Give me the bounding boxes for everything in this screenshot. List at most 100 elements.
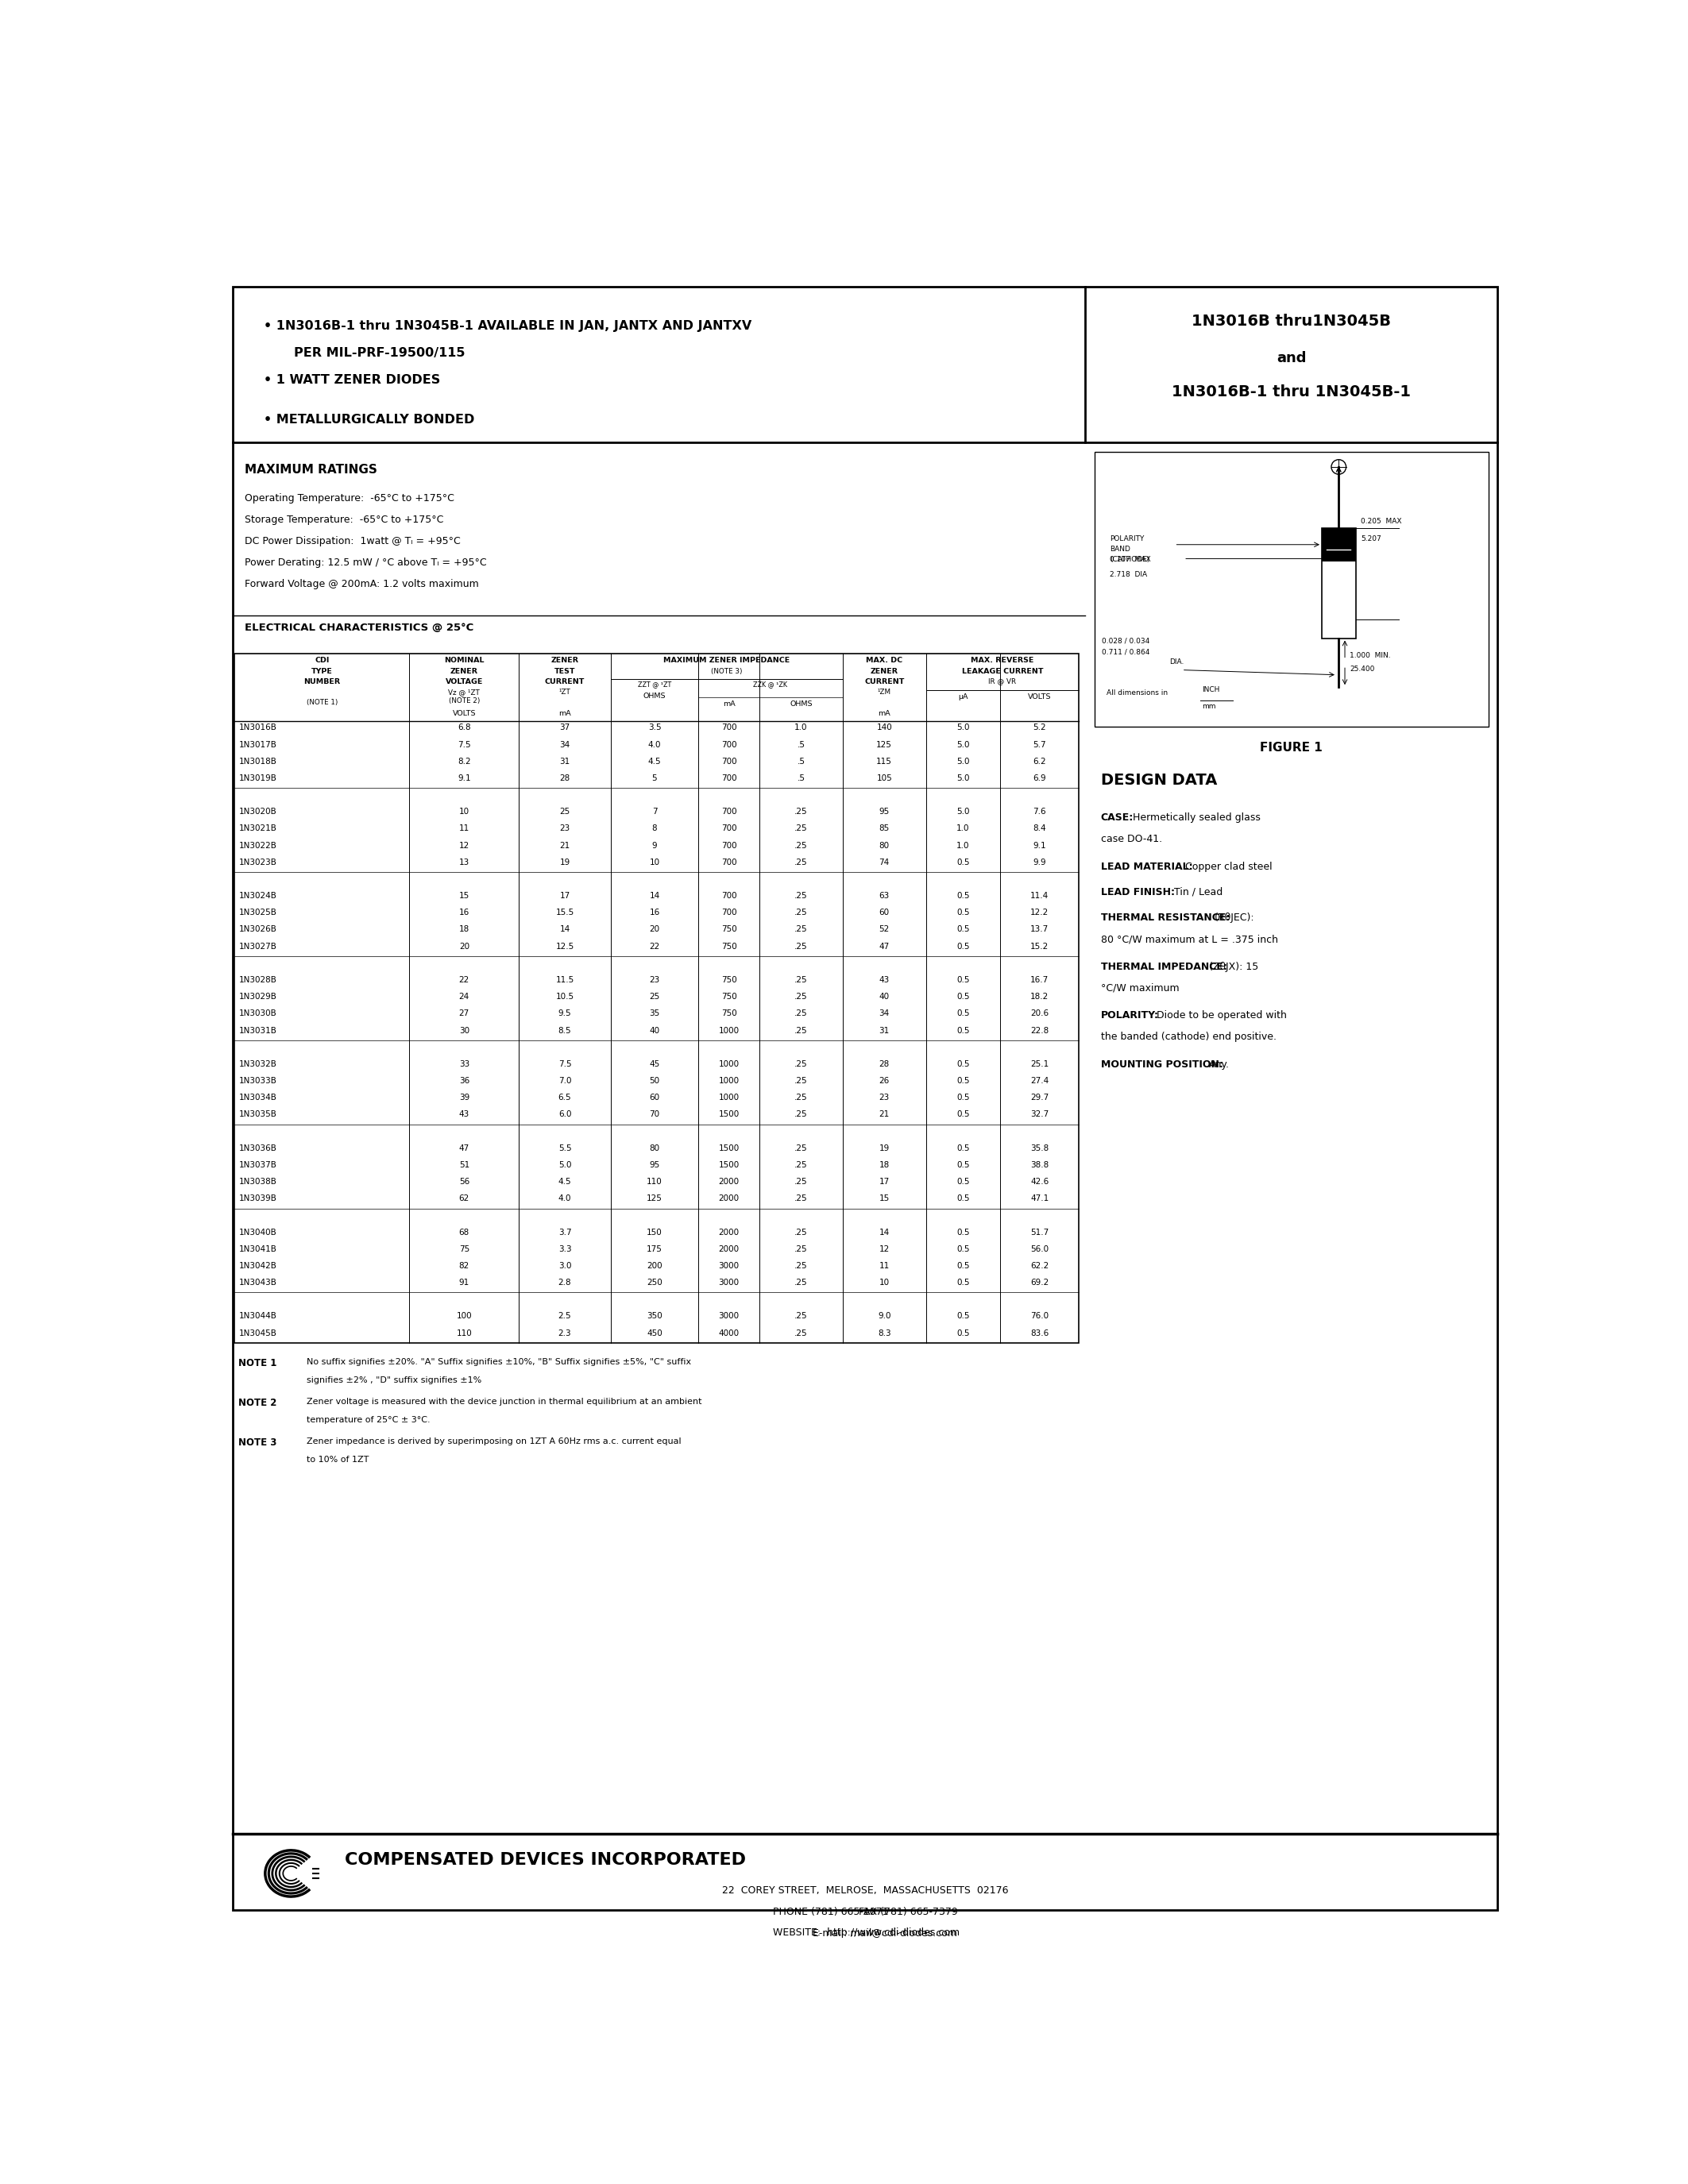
Text: .25: .25	[795, 1077, 809, 1085]
Text: 13: 13	[459, 858, 469, 867]
Text: Storage Temperature:  -65°C to +175°C: Storage Temperature: -65°C to +175°C	[245, 515, 444, 524]
Text: 750: 750	[721, 1009, 736, 1018]
Text: 6.2: 6.2	[1033, 758, 1047, 764]
Text: 34: 34	[559, 740, 571, 749]
Text: (NOTE 3): (NOTE 3)	[711, 668, 743, 675]
Text: 1N3031B: 1N3031B	[240, 1026, 277, 1035]
Text: 14: 14	[879, 1227, 890, 1236]
Text: 9.9: 9.9	[1033, 858, 1047, 867]
Text: 4.0: 4.0	[648, 740, 662, 749]
Text: 1N3017B: 1N3017B	[240, 740, 277, 749]
Text: All dimensions in: All dimensions in	[1107, 690, 1168, 697]
Text: 22  COREY STREET,  MELROSE,  MASSACHUSETTS  02176: 22 COREY STREET, MELROSE, MASSACHUSETTS …	[722, 1885, 1008, 1896]
Text: 700: 700	[721, 758, 736, 764]
Text: 20: 20	[650, 926, 660, 933]
Text: No suffix signifies ±20%. "A" Suffix signifies ±10%, "B" Suffix signifies ±5%, ": No suffix signifies ±20%. "A" Suffix sig…	[307, 1358, 690, 1367]
Text: 700: 700	[721, 891, 736, 900]
Text: 47.1: 47.1	[1030, 1195, 1048, 1203]
Text: Vz @ ¹ZT: Vz @ ¹ZT	[449, 688, 479, 695]
Text: 82: 82	[459, 1262, 469, 1269]
Text: MAXIMUM RATINGS: MAXIMUM RATINGS	[245, 463, 378, 476]
Text: 74: 74	[879, 858, 890, 867]
Text: 1N3021B: 1N3021B	[240, 826, 277, 832]
Text: 2.3: 2.3	[559, 1330, 572, 1337]
Text: 1N3036B: 1N3036B	[240, 1144, 277, 1153]
Text: 0.028 / 0.034: 0.028 / 0.034	[1102, 638, 1150, 644]
Text: .25: .25	[795, 1026, 809, 1035]
Text: 9.1: 9.1	[457, 775, 471, 782]
Text: 2000: 2000	[719, 1177, 739, 1186]
Text: OHMS: OHMS	[643, 692, 665, 699]
Text: 31: 31	[559, 758, 571, 764]
Text: 125: 125	[876, 740, 893, 749]
Text: 5.2: 5.2	[1033, 723, 1047, 732]
Text: .25: .25	[795, 976, 809, 985]
Text: 36: 36	[459, 1077, 469, 1085]
Text: °C/W maximum: °C/W maximum	[1101, 983, 1178, 994]
Text: 56.0: 56.0	[1030, 1245, 1048, 1254]
Text: 110: 110	[456, 1330, 473, 1337]
Text: ZENER: ZENER	[451, 668, 478, 675]
Text: 0.5: 0.5	[957, 1112, 969, 1118]
Text: TEST: TEST	[554, 668, 576, 675]
Text: 0.5: 0.5	[957, 1009, 969, 1018]
Text: 1N3016B: 1N3016B	[240, 723, 277, 732]
Text: 52: 52	[879, 926, 890, 933]
Text: 1N3040B: 1N3040B	[240, 1227, 277, 1236]
Text: 62: 62	[459, 1195, 469, 1203]
Text: 1000: 1000	[719, 1077, 739, 1085]
Text: 5.0: 5.0	[957, 723, 969, 732]
Text: Diode to be operated with: Diode to be operated with	[1156, 1011, 1286, 1020]
Text: ZZK @ ¹ZK: ZZK @ ¹ZK	[753, 681, 788, 688]
Text: VOLTAGE: VOLTAGE	[446, 677, 483, 686]
Text: Copper clad steel: Copper clad steel	[1185, 860, 1273, 871]
Text: 0.5: 0.5	[957, 1026, 969, 1035]
Text: 1000: 1000	[719, 1059, 739, 1068]
Text: 27.4: 27.4	[1030, 1077, 1048, 1085]
Text: 2000: 2000	[719, 1245, 739, 1254]
Text: Any.: Any.	[1209, 1059, 1229, 1070]
Text: 40: 40	[650, 1026, 660, 1035]
Text: 1500: 1500	[719, 1144, 739, 1153]
Text: .25: .25	[795, 1059, 809, 1068]
Text: ZENER: ZENER	[550, 657, 579, 664]
Text: 9.0: 9.0	[878, 1313, 891, 1321]
Text: 750: 750	[721, 926, 736, 933]
Text: MAX. DC: MAX. DC	[866, 657, 903, 664]
Text: 8.5: 8.5	[559, 1026, 572, 1035]
Text: 15: 15	[879, 1195, 890, 1203]
Text: 700: 700	[721, 740, 736, 749]
Text: NOTE 2: NOTE 2	[238, 1398, 277, 1409]
Text: 9.1: 9.1	[1033, 841, 1047, 850]
Text: 80: 80	[650, 1144, 660, 1153]
Text: .25: .25	[795, 1094, 809, 1101]
Text: 1N3018B: 1N3018B	[240, 758, 277, 764]
Text: 11: 11	[879, 1262, 890, 1269]
Text: 1N3026B: 1N3026B	[240, 926, 277, 933]
Text: PER MIL-PRF-19500/115: PER MIL-PRF-19500/115	[294, 347, 466, 358]
Text: 3.0: 3.0	[559, 1262, 571, 1269]
Text: 15.5: 15.5	[555, 909, 574, 917]
Text: mA: mA	[722, 701, 736, 708]
Text: 700: 700	[721, 723, 736, 732]
Text: 43: 43	[879, 976, 890, 985]
Text: .25: .25	[795, 1177, 809, 1186]
Text: 21: 21	[879, 1112, 890, 1118]
Text: temperature of 25°C ± 3°C.: temperature of 25°C ± 3°C.	[307, 1415, 430, 1424]
Bar	[1322, 529, 1355, 561]
Text: 62.2: 62.2	[1030, 1262, 1048, 1269]
Text: E-mail: mail@cdi-diodes.com: E-mail: mail@cdi-diodes.com	[814, 1926, 957, 1937]
Text: 29.7: 29.7	[1030, 1094, 1048, 1101]
Text: 6.5: 6.5	[559, 1094, 572, 1101]
Text: 0.5: 0.5	[957, 976, 969, 985]
Text: 60: 60	[650, 1094, 660, 1101]
Text: 1N3032B: 1N3032B	[240, 1059, 277, 1068]
Text: .25: .25	[795, 1313, 809, 1321]
Text: 3000: 3000	[719, 1313, 739, 1321]
Text: 1N3044B: 1N3044B	[240, 1313, 277, 1321]
Text: .25: .25	[795, 909, 809, 917]
Text: 1N3034B: 1N3034B	[240, 1094, 277, 1101]
Text: 6.0: 6.0	[559, 1112, 571, 1118]
Text: 5.0: 5.0	[957, 775, 969, 782]
Text: 7.0: 7.0	[559, 1077, 571, 1085]
